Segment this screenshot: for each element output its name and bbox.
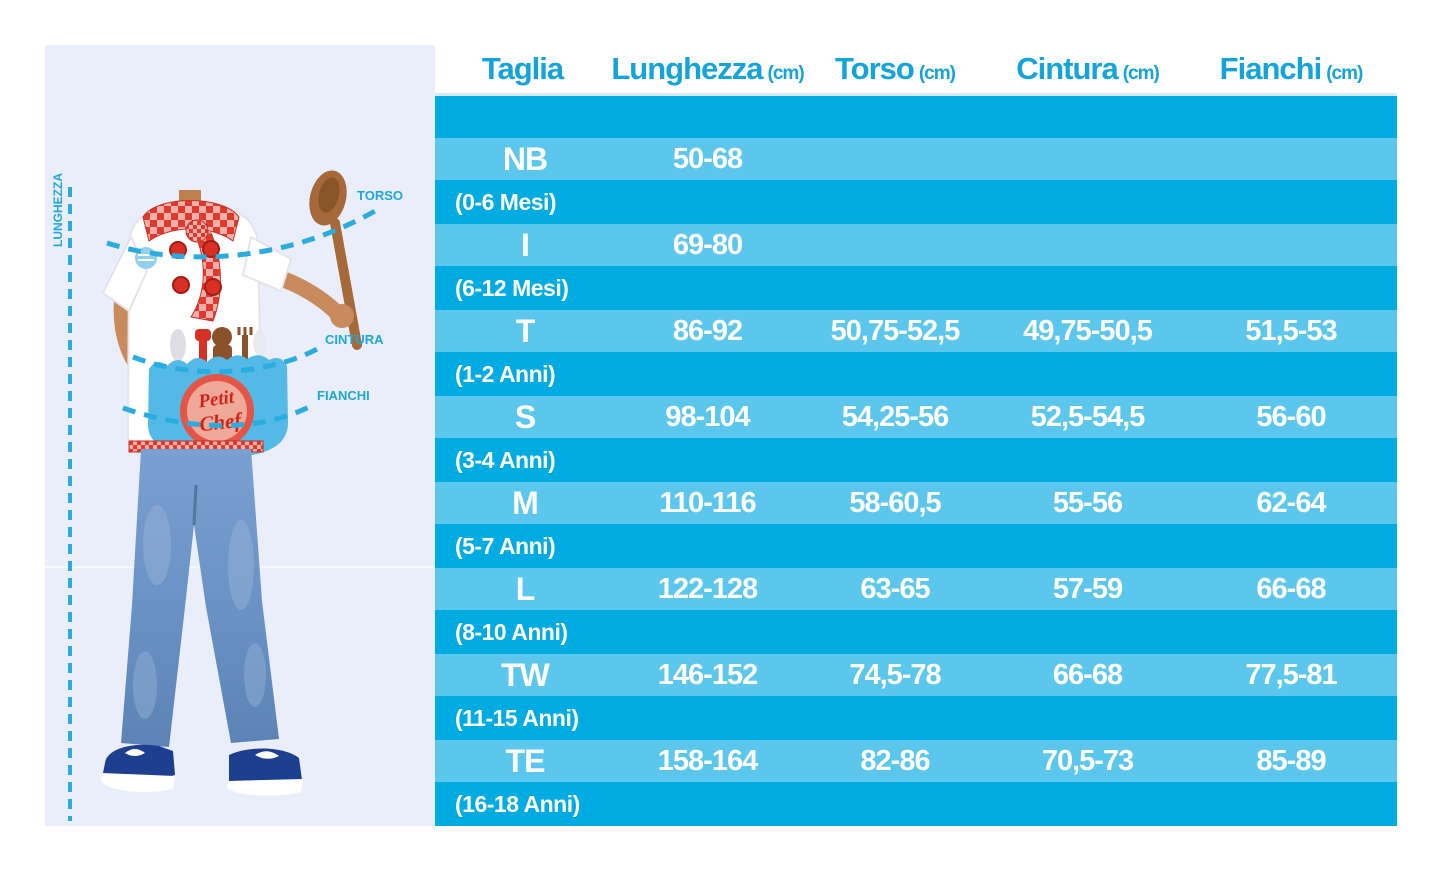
table-row: TE 158-164 82-86 70,5-73 85-89: [435, 740, 1397, 782]
wooden-spoon: [309, 170, 362, 350]
cintura-cell: 66-68: [1052, 658, 1123, 691]
age-cell: (0-6 Mesi): [455, 188, 557, 215]
table-row: M 110-116 58-60,5 55-56 62-64: [435, 482, 1397, 524]
age-cell: (8-10 Anni): [455, 618, 568, 645]
size-cell: L: [515, 570, 536, 607]
lunghezza-label: LUNGHEZZA: [51, 173, 65, 247]
header-label: Cintura: [1016, 51, 1118, 86]
chef-boy: Petit Chef: [101, 170, 362, 796]
fianchi-line: [122, 401, 317, 428]
table-row-age: (1-2 Anni): [435, 352, 1397, 396]
size-cell: NB: [502, 140, 548, 177]
lunghezza-cell: 86-92: [672, 314, 743, 347]
table-row-age: (5-7 Anni): [435, 524, 1397, 568]
cintura-cell: 49,75-50,5: [1023, 314, 1153, 347]
torso-cell: 74,5-78: [849, 658, 941, 691]
lunghezza-cell: 98-104: [665, 400, 750, 433]
cintura-cell: 57-59: [1052, 572, 1123, 605]
cintura-line: [132, 344, 323, 375]
lunghezza-cell: 69-80: [672, 228, 743, 261]
table-row: T 86-92 50,75-52,5 49,75-50,5 51,5-53: [435, 310, 1397, 352]
fianchi-cell: 51,5-53: [1245, 314, 1337, 347]
costume-photo-panel: Petit Chef: [45, 45, 435, 826]
size-table: Taglia Lunghezza (cm) Torso (cm) Cintura…: [435, 45, 1397, 826]
shoes: [101, 744, 303, 796]
table-row: I 69-80: [435, 224, 1397, 266]
table-header-row: Taglia Lunghezza (cm) Torso (cm) Cintura…: [435, 45, 1397, 96]
header-torso: Torso (cm): [800, 51, 990, 87]
size-cell: TW: [501, 656, 550, 693]
header-label: Fianchi: [1219, 51, 1323, 86]
torso-cell: 58-60,5: [849, 486, 941, 519]
size-cell: M: [512, 484, 539, 521]
table-row-age: (8-10 Anni): [435, 610, 1397, 654]
fianchi-cell: 85-89: [1256, 744, 1326, 777]
header-unit: (cm): [1122, 63, 1160, 84]
fianchi-cell: 62-64: [1256, 486, 1326, 519]
fianchi-cell: 77,5-81: [1245, 658, 1337, 691]
measurement-lines: [68, 187, 382, 821]
torso-cell: 63-65: [860, 572, 930, 605]
cintura-label: CINTURA: [325, 332, 384, 347]
header-label: Lunghezza: [611, 51, 763, 86]
torso-line: [106, 205, 382, 260]
size-cell: I: [521, 226, 530, 263]
torso-cell: 54,25-56: [841, 400, 950, 433]
cintura-cell: 55-56: [1052, 486, 1123, 519]
chef-boy-illustration: Petit Chef: [45, 170, 435, 821]
age-cell: (1-2 Anni): [455, 360, 556, 387]
table-row-age: (3-4 Anni): [435, 438, 1397, 482]
table-row-age: (11-15 Anni): [435, 696, 1397, 740]
header-taglia: Taglia: [435, 51, 615, 87]
lunghezza-cell: 110-116: [659, 486, 756, 519]
fianchi-label: FIANCHI: [317, 388, 370, 403]
table-row: TW 146-152 74,5-78 66-68 77,5-81: [435, 654, 1397, 696]
fianchi-cell: 66-68: [1256, 572, 1326, 605]
cintura-cell: 70,5-73: [1041, 744, 1134, 777]
torso-cell: 50,75-52,5: [830, 314, 961, 347]
age-cell: (11-15 Anni): [455, 704, 579, 731]
table-row-age: (16-18 Anni): [435, 782, 1397, 826]
size-cell: S: [514, 398, 536, 435]
fianchi-cell: 56-60: [1256, 400, 1326, 433]
header-lunghezza: Lunghezza (cm): [611, 51, 804, 87]
cintura-cell: 52,5-54,5: [1030, 400, 1146, 433]
lunghezza-cell: 158-164: [657, 744, 758, 777]
empty-band: [435, 96, 1397, 138]
table-row: L 122-128 63-65 57-59 66-68: [435, 568, 1397, 610]
table-row-age: (6-12 Mesi): [435, 266, 1397, 310]
table-row: S 98-104 54,25-56 52,5-54,5 56-60: [435, 396, 1397, 438]
header-label: Torso: [835, 51, 915, 86]
table-row: NB 50-68: [435, 138, 1397, 180]
torso-cell: 82-86: [860, 744, 930, 777]
pocket-logo-line2: Chef: [198, 408, 244, 436]
age-cell: (3-4 Anni): [455, 446, 556, 473]
torso-label: TORSO: [357, 188, 403, 203]
age-cell: (16-18 Anni): [455, 790, 580, 817]
age-cell: (6-12 Mesi): [455, 274, 569, 301]
size-cell: T: [515, 312, 536, 349]
header-unit: (cm): [918, 63, 956, 84]
pocket-logo-line1: Petit: [196, 387, 236, 413]
size-cell: TE: [505, 742, 546, 779]
table-row-age: (0-6 Mesi): [435, 180, 1397, 224]
lunghezza-cell: 50-68: [672, 142, 743, 175]
header-label: Taglia: [481, 51, 564, 86]
age-cell: (5-7 Anni): [455, 532, 556, 559]
header-unit: (cm): [767, 63, 805, 84]
header-cintura: Cintura (cm): [990, 51, 1185, 87]
lunghezza-cell: 122-128: [657, 572, 758, 605]
header-fianchi: Fianchi (cm): [1185, 51, 1397, 87]
lunghezza-cell: 146-152: [657, 658, 758, 691]
header-unit: (cm): [1326, 63, 1363, 84]
